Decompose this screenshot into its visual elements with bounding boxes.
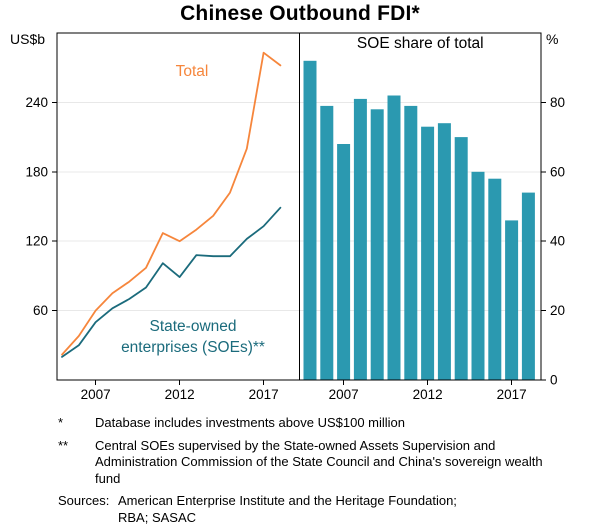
soe-share-bar-2015	[471, 171, 485, 380]
y-axis-label-left: 240	[25, 95, 48, 110]
y-axis-label-left: 120	[25, 234, 48, 249]
soe-share-bar-2016	[488, 178, 502, 380]
soe-share-bar-2009	[370, 109, 384, 381]
right-axis-unit: %	[546, 31, 558, 47]
x-axis-label: 2017	[497, 387, 527, 402]
x-axis-label: 2007	[329, 387, 359, 402]
footnote-2-text: Central SOEs supervised by the State-own…	[95, 437, 543, 486]
y-axis-label-left: 60	[33, 303, 48, 318]
x-axis-label: 2012	[413, 387, 443, 402]
soe-share-bar-2018	[521, 192, 535, 380]
soe-share-bar-2008	[353, 98, 367, 381]
soe-share-bar-2007	[337, 144, 351, 380]
footnote-2: ** Central SOEs supervised by the State-…	[58, 438, 584, 488]
x-axis-label: 2012	[165, 387, 195, 402]
y-axis-label-left: 180	[25, 164, 48, 179]
y-axis-label-right: 80	[550, 95, 565, 110]
footnote-1-marker: *	[58, 415, 64, 430]
total-line	[61, 51, 282, 356]
sources: Sources: American Enterprise Institute a…	[58, 493, 584, 526]
x-axis-label: 2017	[249, 387, 279, 402]
sources-line-2: RBA; SASAC	[118, 509, 197, 525]
right-panel-title: SOE share of total	[357, 35, 484, 52]
total-line-label: Total	[176, 63, 209, 80]
sources-text: American Enterprise Institute and the He…	[118, 493, 584, 526]
x-axis-label: 2007	[81, 387, 111, 402]
sources-line-1: American Enterprise Institute and the He…	[118, 493, 457, 508]
left-axis-unit: US$b	[10, 31, 45, 47]
soe-line	[61, 206, 282, 358]
y-axis-label-right: 40	[550, 234, 565, 249]
chart-title: Chinese Outbound FDI*	[180, 2, 420, 25]
y-axis-label-right: 0	[550, 373, 558, 388]
soe-share-bar-2014	[454, 137, 468, 380]
soe-share-bar-2013	[437, 123, 451, 380]
soe-line-label-1: State-owned	[149, 318, 236, 335]
y-axis-label-right: 20	[550, 303, 565, 318]
sources-label: Sources:	[58, 493, 110, 508]
soe-share-bar-2011	[404, 105, 418, 381]
soe-share-bar-2017	[505, 220, 519, 380]
soe-share-bar-2005	[303, 60, 317, 381]
footnotes: * Database includes investments above US…	[58, 415, 584, 526]
soe-share-bar-2012	[421, 126, 435, 380]
soe-share-bar-2006	[320, 105, 334, 381]
footnote-1-text: Database includes investments above US$1…	[95, 415, 406, 430]
fdi-chart: 60 120 180 240 0 20 40 60 80 2007 2012 2017 2007 2012…	[10, 31, 565, 402]
soe-share-bar-2010	[387, 95, 401, 380]
y-axis-label-right: 60	[550, 164, 565, 179]
footnote-1: * Database includes investments above US…	[58, 415, 584, 432]
soe-line-label-2: enterprises (SOEs)**	[121, 339, 265, 356]
footnote-2-marker: **	[58, 437, 69, 453]
